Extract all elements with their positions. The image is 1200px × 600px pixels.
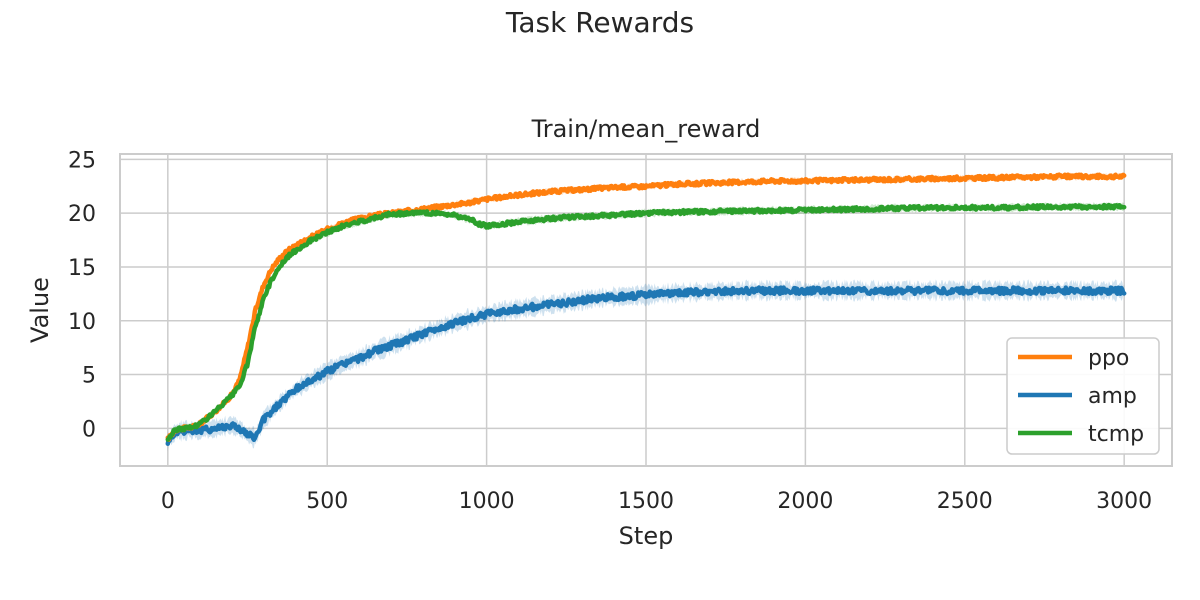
- x-tick-labels: 0 500 1000 1500 2000 2500 3000: [161, 489, 1152, 514]
- x-axis-label: Step: [619, 522, 674, 550]
- band-amp: [167, 279, 1125, 452]
- legend: ppo amp tcmp: [1006, 337, 1160, 455]
- y-tick-label: 0: [82, 417, 96, 442]
- line-amp: [165, 285, 1127, 446]
- legend-label-amp: amp: [1088, 384, 1137, 409]
- x-tick-label: 0: [161, 489, 175, 514]
- x-tick-label: 500: [306, 489, 348, 514]
- legend-label-tcmp: tcmp: [1088, 422, 1144, 447]
- y-tick-label: 10: [68, 310, 96, 335]
- y-axis-label: Value: [26, 277, 54, 343]
- x-tick-label: 2500: [937, 489, 993, 514]
- y-tick-label: 15: [68, 256, 96, 281]
- line-tcmp: [165, 202, 1127, 442]
- y-tick-label: 20: [68, 202, 96, 227]
- x-tick-label: 2000: [777, 489, 833, 514]
- x-tick-label: 1000: [459, 489, 515, 514]
- x-tick-label: 3000: [1096, 489, 1152, 514]
- line-ppo: [165, 172, 1127, 442]
- legend-box: [1006, 337, 1160, 455]
- x-tick-label: 1500: [618, 489, 674, 514]
- subplot-title: Train/mean_reward: [531, 115, 761, 143]
- series-lines: [165, 172, 1127, 446]
- y-tick-label: 5: [82, 364, 96, 389]
- figure-title: Task Rewards: [505, 6, 695, 39]
- legend-label-ppo: ppo: [1088, 346, 1129, 371]
- y-tick-label: 25: [68, 148, 96, 173]
- y-tick-labels: 0 5 10 15 20 25: [68, 148, 96, 442]
- confidence-bands: [167, 172, 1125, 452]
